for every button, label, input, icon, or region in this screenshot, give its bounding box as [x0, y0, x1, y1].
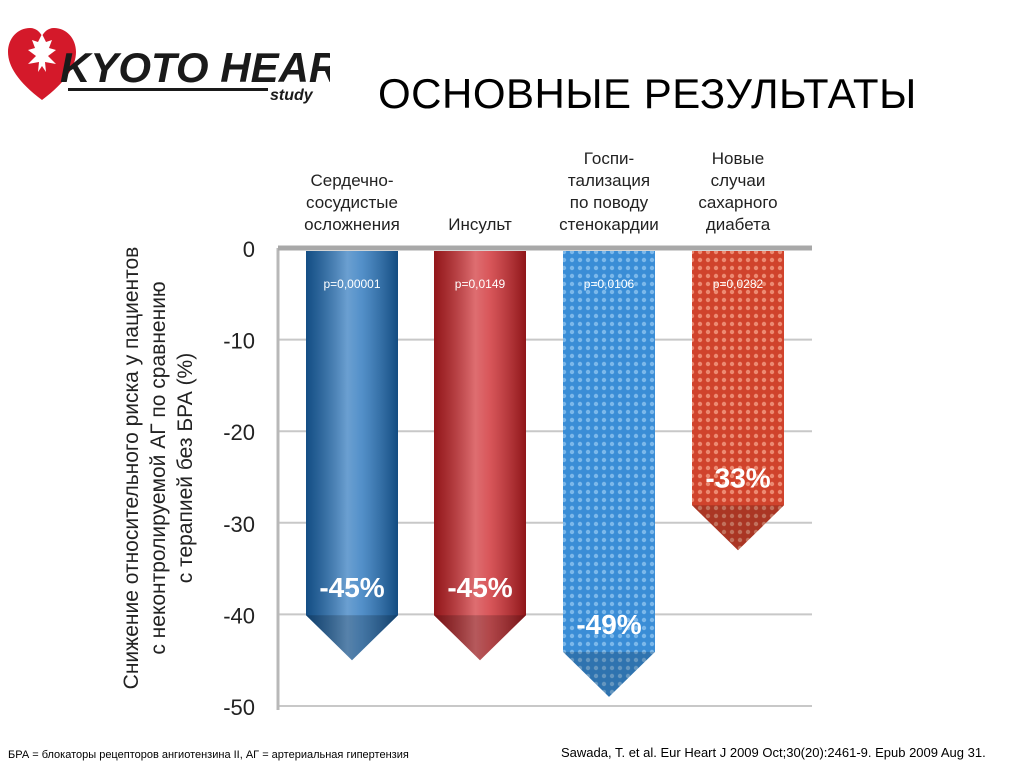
bar-tip [306, 615, 398, 661]
category-label-line: Госпи- [584, 149, 634, 168]
category-label-line: Инсульт [448, 215, 512, 234]
bar-3 [563, 251, 655, 697]
kyoto-heart-logo-graphic: KYOTO HEART study [8, 28, 367, 104]
y-tick-label: 0 [243, 237, 255, 262]
bar-tip [563, 651, 655, 697]
category-label-line: Сердечно- [311, 171, 394, 190]
bar-shading [306, 251, 398, 661]
category-label-line: Новые [712, 149, 764, 168]
category-label: Сердечно-сосудистые осложнения [304, 171, 400, 234]
logo-subtitle: study [270, 87, 314, 104]
p-value-label: p=0,0282 [713, 277, 764, 291]
bar-tip [434, 615, 526, 661]
y-tick-label: -10 [223, 329, 255, 354]
category-label: Новые случаи сахарного диабета [698, 149, 777, 234]
slide-title: ОСНОВНЫЕ РЕЗУЛЬТАТЫ [378, 70, 917, 117]
category-label-line: тализация [568, 171, 650, 190]
y-tick-label: -40 [223, 603, 255, 628]
category-label-line: сосудистые [306, 193, 398, 212]
y-axis-label-line: с неконтролируемой АГ по сравнению [147, 281, 170, 654]
category-label-line: по поводу [570, 193, 649, 212]
y-axis-label: Снижение относительного риска у пациенто… [120, 247, 197, 690]
category-label-line: сахарного [698, 193, 777, 212]
y-tick-label: -30 [223, 512, 255, 537]
value-label: -45% [319, 572, 384, 603]
value-label: -33% [705, 462, 770, 493]
category-label: Инсульт [448, 215, 512, 234]
p-value-label: p=0,0149 [455, 277, 506, 291]
category-label-line: диабета [706, 215, 771, 234]
y-axis-label-line: Снижение относительного риска у пациенто… [120, 247, 143, 690]
y-tick-label: -50 [223, 695, 255, 720]
bar-shading [434, 251, 526, 661]
p-value-label: p=0,00001 [323, 277, 380, 291]
abbreviations-footnote: БРА = блокаторы рецепторов ангиотензина … [8, 749, 409, 761]
category-label-line: осложнения [304, 215, 400, 234]
category-label: Госпи-тализация по поводу стенокардии [559, 149, 659, 234]
value-label: -45% [447, 572, 512, 603]
value-label: -49% [576, 609, 641, 640]
y-tick-label: -20 [223, 420, 255, 445]
bar-4 [692, 251, 784, 551]
logo-wordmark: KYOTO HEART [60, 44, 330, 91]
bar-tip [692, 505, 784, 551]
category-label-line: случаи [711, 171, 766, 190]
y-axis-label-line: с терапией без БРА (%) [174, 353, 197, 583]
source-citation: Sawada, T. et al. Eur Heart J 2009 Oct;3… [561, 745, 986, 760]
category-label-line: стенокардии [559, 215, 659, 234]
kyoto-heart-logo: KYOTO HEART study [8, 26, 367, 106]
p-value-label: p=0,0106 [584, 277, 635, 291]
